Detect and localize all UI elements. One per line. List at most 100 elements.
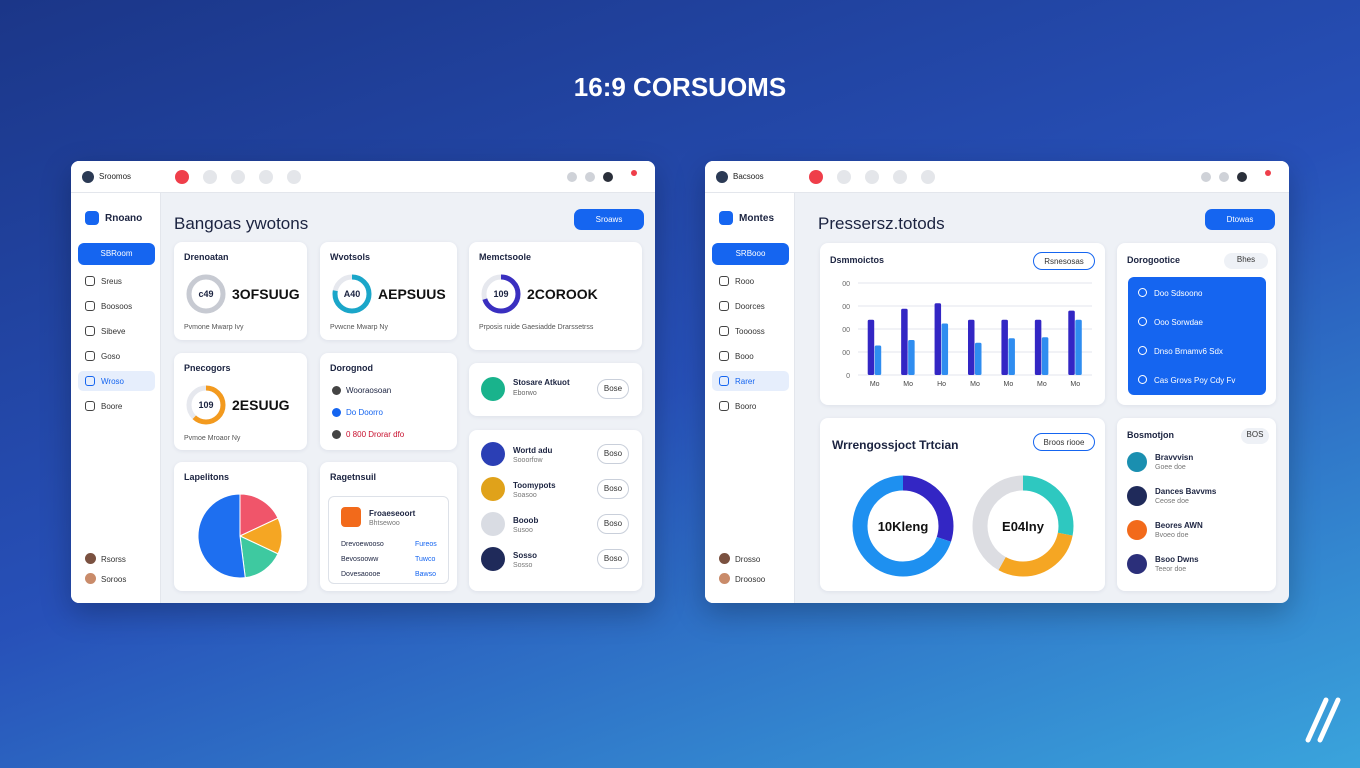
status-icon <box>585 172 595 182</box>
action-button[interactable]: Dtowas <box>1205 209 1275 230</box>
card-tag[interactable]: Broos riooe <box>1033 433 1095 451</box>
contact-sub: Susoo <box>513 527 533 534</box>
contact-button[interactable]: Boso <box>597 479 629 499</box>
button-label: SRBooo <box>735 249 766 258</box>
activity-icon <box>332 386 341 395</box>
promo-card: Stosare Atkuot Eborwo Bose <box>469 363 642 416</box>
nav-item[interactable]: Rarer <box>712 371 789 391</box>
status-icon <box>1201 172 1211 182</box>
notice-icon <box>1138 288 1147 297</box>
contact-button[interactable]: Boso <box>597 444 629 464</box>
user-label: Drosso <box>735 555 761 564</box>
toolbar-icon <box>175 170 189 184</box>
x-tick-label: Ho <box>937 381 946 388</box>
activity-item: Do Doorro <box>346 408 383 417</box>
brand-icon <box>719 211 733 225</box>
user-label: Rsorss <box>101 555 126 564</box>
notice-icon <box>1138 317 1147 326</box>
action-button[interactable]: Sroaws <box>574 209 644 230</box>
nav-item[interactable]: Tooooss <box>712 321 789 341</box>
y-tick-label: 0 <box>846 373 850 380</box>
card-footer: Pvmone Mwarp Ivy <box>184 324 244 331</box>
bar <box>1041 337 1049 375</box>
nav-icon <box>719 276 729 286</box>
contact-button[interactable]: Boso <box>597 514 629 534</box>
nav-item[interactable]: Goso <box>78 346 155 366</box>
member-avatar <box>1127 452 1147 472</box>
nav-label: Boore <box>101 402 123 411</box>
nav-item[interactable]: Boore <box>78 396 155 416</box>
contact-avatar <box>481 442 505 466</box>
nav-item[interactable]: Rooo <box>712 271 789 291</box>
page-title: 16:9 CORSUOMS <box>573 72 787 102</box>
nav-item[interactable]: Sreus <box>78 271 155 291</box>
notice-item: Doo Sdsoono <box>1154 289 1203 298</box>
toolbar-icon <box>203 170 217 184</box>
nav-item[interactable]: Doorces <box>712 296 789 316</box>
activity-icon <box>332 430 341 439</box>
contact-avatar <box>481 477 505 501</box>
y-tick-label: 00 <box>842 327 850 334</box>
brand-icon <box>85 211 99 225</box>
member-avatar <box>1127 554 1147 574</box>
dashboard-window: Sroomos Rnoano SBRoom Sreus Boosoos Sibeve Gos… <box>71 161 655 603</box>
nav-item[interactable]: Sibeve <box>78 321 155 341</box>
member-avatar <box>1127 486 1147 506</box>
card-title: Pnecogors <box>184 363 231 373</box>
notice-item: Ooo Sorwdae <box>1154 318 1203 327</box>
ring-label: A40 <box>343 289 361 299</box>
x-tick-label: Mo <box>970 381 980 388</box>
user-label: Soroos <box>101 575 127 584</box>
toolbar-icon <box>231 170 245 184</box>
bar <box>968 319 975 375</box>
member-sub: Bvoeo doe <box>1155 532 1189 539</box>
sidebar-button[interactable]: SRBooo <box>712 243 789 265</box>
nav-icon <box>85 326 95 336</box>
donut-label: 10Kleng <box>877 519 929 534</box>
member-sub: Goee doe <box>1155 464 1186 471</box>
card-title: Ragetnsuil <box>330 472 377 482</box>
notice-panel: Doo Sdsoono Ooo Sorwdae Dnso Brnamv6 Sdx Ca… <box>1128 277 1266 395</box>
member-name: Bsoo Dwns <box>1155 555 1199 564</box>
chart <box>972 475 1074 577</box>
brand-name: Montes <box>739 213 774 224</box>
sidebar: Montes SRBooo Rooo Doorces Tooooss Booo Rarer B… <box>705 193 795 603</box>
avatar <box>82 171 94 183</box>
y-tick-label: 00 <box>842 304 850 311</box>
card-tag[interactable]: Rsnesosas <box>1033 252 1095 270</box>
nav-item[interactable]: Boosoos <box>78 296 155 316</box>
report-row-label: Dovesaoooe <box>341 571 381 578</box>
pie-card: Lapelitons <box>174 462 307 591</box>
nav-icon <box>85 401 95 411</box>
x-tick-label: Mo <box>1070 381 1080 388</box>
report-row-value: Bawso <box>415 571 437 578</box>
nav-label: Doorces <box>735 302 765 311</box>
status-icon <box>567 172 577 182</box>
bar <box>1001 319 1008 375</box>
nav-icon <box>719 401 729 411</box>
bar <box>874 345 882 375</box>
pie-slice <box>239 493 279 537</box>
nav-item[interactable]: Wroso <box>78 371 155 391</box>
nav-item[interactable]: Booo <box>712 346 789 366</box>
nav-label: Booro <box>735 402 757 411</box>
contact-button[interactable]: Boso <box>597 549 629 569</box>
nav-icon <box>719 351 729 361</box>
notice-icon <box>1138 346 1147 355</box>
stat-value: 3OFSUUG <box>232 286 300 302</box>
nav-label: Sreus <box>101 277 122 286</box>
notice-item: Cas Grovs Poy Cdy Fv <box>1154 376 1236 385</box>
sidebar-button[interactable]: SBRoom <box>78 243 155 265</box>
card-title: Bosmotjon <box>1127 430 1174 440</box>
notification-dot <box>1265 170 1271 176</box>
user-name: Bacsoos <box>733 172 764 181</box>
ring-label: 109 <box>198 400 214 410</box>
report-icon <box>341 507 361 527</box>
card-footer: Prposis ruide Gaesiadde Drarssetrss <box>479 324 594 331</box>
nav-item[interactable]: Booro <box>712 396 789 416</box>
ring-segment <box>972 475 1074 577</box>
promo-button[interactable]: Bose <box>597 379 629 399</box>
card-title: Wvotsols <box>330 252 371 262</box>
toolbar-icon <box>837 170 851 184</box>
